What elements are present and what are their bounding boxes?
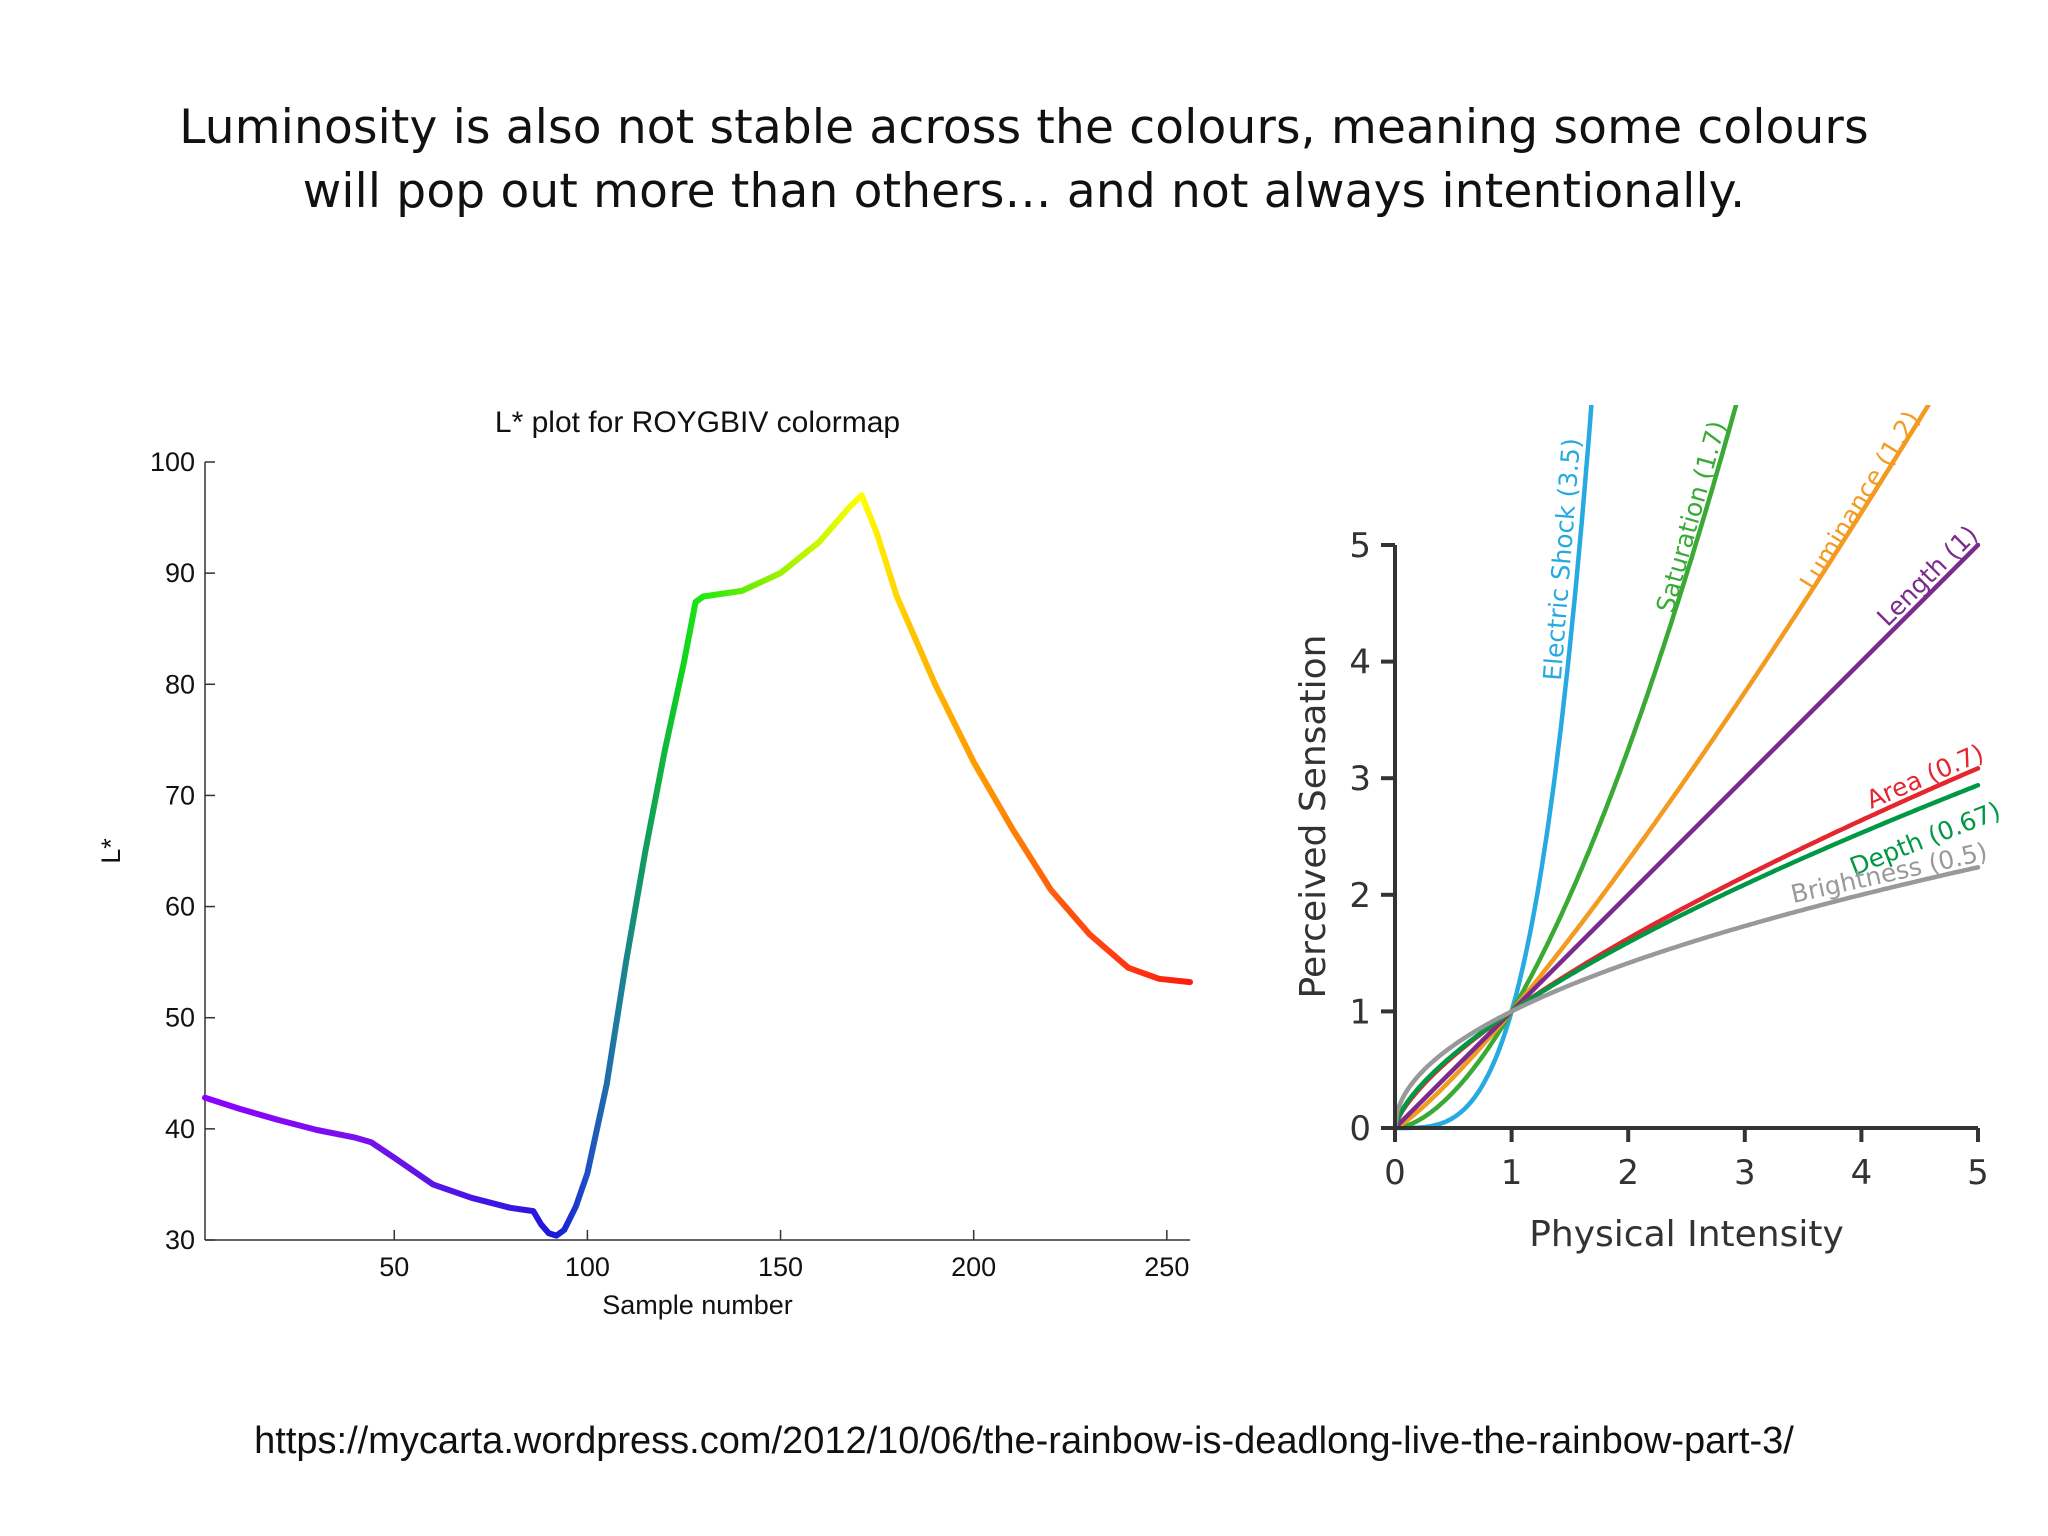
lstar-x-axis-label: Sample number — [602, 1290, 793, 1320]
stevens-x-tick-label: 5 — [1967, 1153, 1989, 1193]
stevens-series-line — [1392, 865, 1981, 1131]
lstar-chart: 30 40 50 60 70 80 90 100 50 100 150 200 250 L* plot … — [96, 406, 1193, 1320]
slide-title-line-1: Luminosity is also not stable across the… — [179, 100, 1869, 155]
slide-title: Luminosity is also not stable across the… — [0, 96, 2048, 224]
stevens-series-label: Luminance (1.2) — [1794, 406, 1926, 595]
stevens-y-tick-label: 3 — [1349, 759, 1371, 799]
stevens-series-line — [1392, 782, 1981, 1131]
lstar-chart-title: L* plot for ROYGBIV colormap — [495, 406, 900, 439]
stevens-axes — [1393, 545, 1978, 1130]
stevens-x-tick-label: 1 — [1501, 1153, 1523, 1193]
stevens-x-axis-label: Physical Intensity — [1529, 1214, 1844, 1255]
lstar-y-tick-label: 60 — [165, 892, 195, 922]
stevens-y-axis-label: Perceived Sensation — [1293, 635, 1334, 999]
lstar-axes — [204, 462, 1190, 1241]
stevens-series-line — [1392, 405, 1739, 1131]
stevens-y-tick-label: 5 — [1349, 526, 1371, 566]
lstar-y-tick-label: 80 — [165, 669, 195, 699]
lstar-y-tick-label: 70 — [165, 780, 195, 810]
stevens-x-tick-label: 0 — [1384, 1153, 1406, 1193]
lstar-x-tick-label: 150 — [758, 1252, 803, 1282]
stevens-tick-labels: 0 1 2 3 4 5 0 1 2 3 4 5 — [1349, 526, 1988, 1193]
stevens-y-tick-label: 2 — [1349, 876, 1371, 916]
stevens-series-label: Length (1) — [1871, 520, 1983, 632]
lstar-y-tick-label: 90 — [165, 558, 195, 588]
slide-title-line-2: will pop out more than others… and not a… — [302, 164, 1746, 219]
lstar-x-tick-label: 200 — [951, 1252, 996, 1282]
stevens-y-tick-label: 0 — [1349, 1109, 1371, 1149]
stevens-x-tick-label: 4 — [1851, 1153, 1873, 1193]
stevens-series-line — [1392, 542, 1981, 1131]
lstar-y-tick-label: 50 — [165, 1003, 195, 1033]
lstar-series-line — [202, 492, 1193, 1239]
lstar-y-tick-label: 30 — [165, 1225, 195, 1255]
stevens-series-label: Area (0.7) — [1862, 738, 1988, 814]
source-url-link[interactable]: https://mycarta.wordpress.com/2012/10/06… — [254, 1420, 1794, 1462]
stevens-x-tick-label: 3 — [1734, 1153, 1756, 1193]
lstar-x-tick-label: 250 — [1144, 1252, 1189, 1282]
lstar-x-tick-label: 100 — [565, 1252, 610, 1282]
stevens-series-lines — [1392, 405, 1981, 1131]
lstar-tick-labels: 30 40 50 60 70 80 90 100 50 100 150 200 250 — [150, 447, 1189, 1282]
stevens-series-label: Saturation (1.7) — [1651, 418, 1732, 616]
stevens-series-line — [1392, 405, 1594, 1131]
stevens-y-tick-label: 1 — [1349, 992, 1371, 1032]
lstar-y-tick-label: 40 — [165, 1114, 195, 1144]
stevens-x-tick-label: 2 — [1617, 1153, 1639, 1193]
stevens-series-line — [1392, 405, 1932, 1131]
stevens-series-labels: Electric Shock (3.5) Saturation (1.7) Lumi… — [1538, 406, 2005, 909]
stevens-chart: 0 1 2 3 4 5 0 1 2 3 4 5 Electric Shock (3.5) Saturat… — [1293, 405, 2005, 1255]
lstar-x-tick-label: 50 — [379, 1252, 409, 1282]
lstar-y-tick-label: 100 — [150, 447, 195, 477]
stevens-y-tick-label: 4 — [1349, 643, 1371, 683]
lstar-y-axis-label: L* — [96, 838, 126, 864]
